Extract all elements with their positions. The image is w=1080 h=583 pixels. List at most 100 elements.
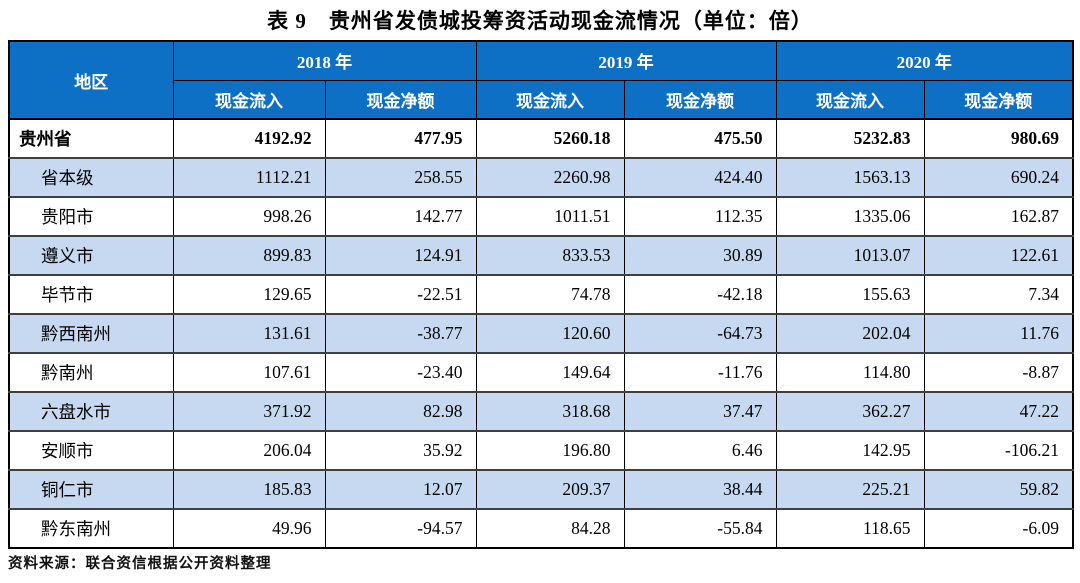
value-cell: 371.92 (172, 391, 326, 432)
region-cell: 毕节市 (8, 274, 174, 315)
value-cell: 1335.06 (775, 196, 925, 237)
value-cell: 37.47 (623, 391, 777, 432)
subheader-2020-net: 现金净额 (923, 79, 1074, 120)
value-cell: 206.04 (172, 430, 326, 471)
row-provincial-level: 省本级 1112.21 258.55 2260.98 424.40 1563.1… (8, 157, 1074, 198)
value-cell: 424.40 (623, 157, 777, 198)
value-cell: 149.64 (475, 352, 625, 393)
header-row-metrics: 现金流入 现金净额 现金流入 现金净额 现金流入 现金净额 (9, 79, 1074, 120)
subheader-2019-net: 现金净额 (623, 79, 777, 120)
value-cell: -22.51 (324, 274, 477, 315)
source-note: 资料来源：联合资信根据公开资料整理 (8, 556, 272, 572)
value-cell: -23.40 (324, 352, 477, 393)
value-cell: 124.91 (324, 235, 477, 276)
value-cell: 12.07 (324, 469, 477, 510)
row-tongren: 铜仁市 185.83 12.07 209.37 38.44 225.21 59.… (8, 469, 1074, 510)
value-cell: 899.83 (172, 235, 326, 276)
value-cell: 980.69 (923, 118, 1074, 159)
region-cell: 黔南州 (8, 352, 174, 393)
region-cell: 遵义市 (8, 235, 174, 276)
value-cell: 6.46 (623, 430, 777, 471)
region-cell: 贵阳市 (8, 196, 174, 237)
value-cell: 5260.18 (475, 118, 625, 159)
value-cell: 112.35 (623, 196, 777, 237)
row-liupanshui: 六盘水市 371.92 82.98 318.68 37.47 362.27 47… (8, 391, 1074, 432)
value-cell: 1112.21 (172, 157, 326, 198)
row-guizhou-province: 贵州省 4192.92 477.95 5260.18 475.50 5232.8… (8, 118, 1074, 159)
value-cell: 120.60 (475, 313, 625, 354)
value-cell: 118.65 (775, 508, 925, 549)
value-cell: 475.50 (623, 118, 777, 159)
value-cell: 4192.92 (172, 118, 326, 159)
value-cell: 196.80 (475, 430, 625, 471)
value-cell: 185.83 (172, 469, 326, 510)
region-cell: 六盘水市 (8, 391, 174, 432)
value-cell: -8.87 (923, 352, 1074, 393)
cashflow-table: 地区 2018 年 2019 年 2020 年 现金流入 现金净额 现金流入 现… (8, 40, 1074, 549)
year-header-2019: 2019 年 (475, 40, 777, 81)
value-cell: -42.18 (623, 274, 777, 315)
region-cell: 安顺市 (8, 430, 174, 471)
region-cell: 省本级 (8, 157, 174, 198)
region-cell: 铜仁市 (8, 469, 174, 510)
value-cell: 142.77 (324, 196, 477, 237)
value-cell: 1011.51 (475, 196, 625, 237)
header-row-years: 地区 2018 年 2019 年 2020 年 (8, 40, 1074, 120)
value-cell: 47.22 (923, 391, 1074, 432)
value-cell: 11.76 (923, 313, 1074, 354)
value-cell: 1013.07 (775, 235, 925, 276)
value-cell: 131.61 (172, 313, 326, 354)
value-cell: 129.65 (172, 274, 326, 315)
value-cell: -64.73 (623, 313, 777, 354)
value-cell: 258.55 (324, 157, 477, 198)
value-cell: 362.27 (775, 391, 925, 432)
row-guiyang: 贵阳市 998.26 142.77 1011.51 112.35 1335.06… (8, 196, 1074, 237)
value-cell: 1563.13 (775, 157, 925, 198)
value-cell: 162.87 (923, 196, 1074, 237)
subheader-2019-inflow: 现金流入 (475, 79, 625, 120)
value-cell: 209.37 (475, 469, 625, 510)
value-cell: 155.63 (775, 274, 925, 315)
value-cell: 998.26 (172, 196, 326, 237)
value-cell: 49.96 (172, 508, 326, 549)
subheader-2020-inflow: 现金流入 (775, 79, 925, 120)
value-cell: -55.84 (623, 508, 777, 549)
subheader-2018-inflow: 现金流入 (172, 79, 326, 120)
year-header-2020: 2020 年 (775, 40, 1074, 81)
value-cell: 477.95 (324, 118, 477, 159)
value-cell: 84.28 (475, 508, 625, 549)
table-title: 表 9 贵州省发债城投筹资活动现金流情况（单位：倍） (267, 9, 813, 33)
value-cell: 5232.83 (775, 118, 925, 159)
value-cell: 225.21 (775, 469, 925, 510)
value-cell: 833.53 (475, 235, 625, 276)
row-qiannan: 黔南州 107.61 -23.40 149.64 -11.76 114.80 -… (8, 352, 1074, 393)
value-cell: -11.76 (623, 352, 777, 393)
value-cell: -106.21 (923, 430, 1074, 471)
row-anshun: 安顺市 206.04 35.92 196.80 6.46 142.95 -106… (8, 430, 1074, 471)
value-cell: 202.04 (775, 313, 925, 354)
value-cell: 74.78 (475, 274, 625, 315)
value-cell: 690.24 (923, 157, 1074, 198)
value-cell: 122.61 (923, 235, 1074, 276)
value-cell: 59.82 (923, 469, 1074, 510)
region-column-header: 地区 (8, 40, 174, 120)
value-cell: 114.80 (775, 352, 925, 393)
value-cell: -38.77 (324, 313, 477, 354)
table-body: 贵州省 4192.92 477.95 5260.18 475.50 5232.8… (8, 118, 1074, 549)
value-cell: -6.09 (923, 508, 1074, 549)
value-cell: 142.95 (775, 430, 925, 471)
table-header: 地区 2018 年 2019 年 2020 年 现金流入 现金净额 现金流入 现… (8, 40, 1074, 120)
region-cell: 黔东南州 (8, 508, 174, 549)
value-cell: 7.34 (923, 274, 1074, 315)
value-cell: 2260.98 (475, 157, 625, 198)
row-qianxinan: 黔西南州 131.61 -38.77 120.60 -64.73 202.04 … (8, 313, 1074, 354)
value-cell: 35.92 (324, 430, 477, 471)
row-qiandongnan: 黔东南州 49.96 -94.57 84.28 -55.84 118.65 -6… (8, 508, 1074, 549)
subheader-2018-net: 现金净额 (324, 79, 477, 120)
value-cell: 107.61 (172, 352, 326, 393)
region-cell: 黔西南州 (8, 313, 174, 354)
value-cell: 82.98 (324, 391, 477, 432)
row-zunyi: 遵义市 899.83 124.91 833.53 30.89 1013.07 1… (8, 235, 1074, 276)
value-cell: -94.57 (324, 508, 477, 549)
